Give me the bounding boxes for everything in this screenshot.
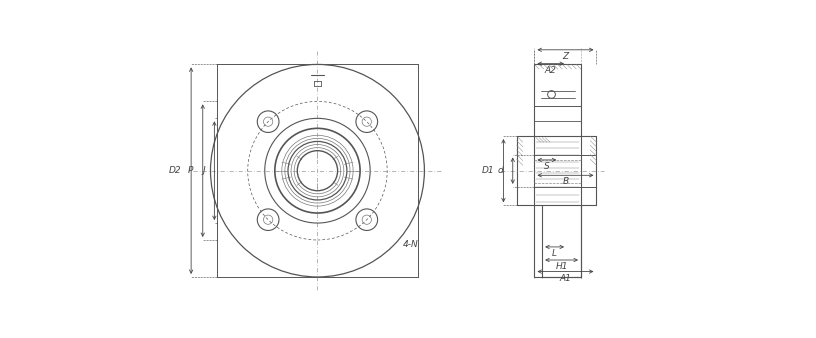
Text: J: J [202,166,205,175]
Text: d: d [498,166,503,175]
Text: A2: A2 [545,66,557,75]
Text: L: L [552,249,557,258]
Text: H1: H1 [556,262,568,271]
Text: A1: A1 [560,273,571,283]
Text: 4-N: 4-N [403,240,419,249]
Text: Z: Z [562,52,569,61]
Text: P: P [188,166,193,175]
Text: D1: D1 [481,166,494,175]
Text: S: S [544,162,550,171]
Text: D2: D2 [169,166,182,175]
Text: B: B [562,177,569,186]
